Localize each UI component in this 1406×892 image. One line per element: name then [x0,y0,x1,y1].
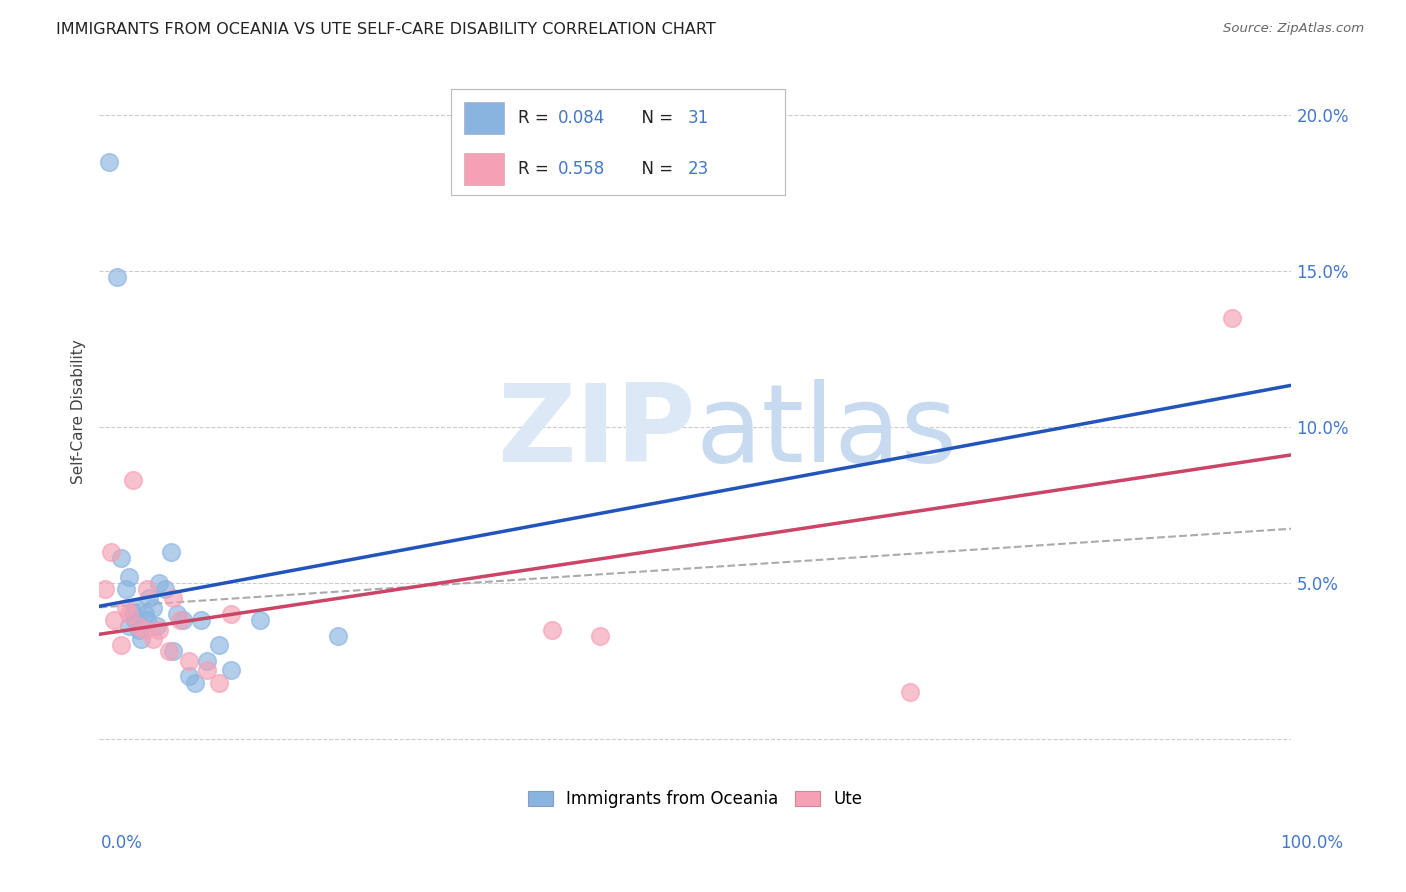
Point [195,654,218,668]
Point [166,607,188,621]
Point [148,623,170,637]
Point [118,607,141,621]
Point [177,654,200,668]
Point [110,550,132,565]
Point [249,613,271,627]
Point [103,613,125,627]
Point [134,623,156,637]
Point [326,629,349,643]
Point [121,473,143,487]
Point [169,613,191,627]
Point [124,613,146,627]
Point [127,613,149,627]
Text: 0.0%: 0.0% [101,834,143,852]
Point [153,582,176,596]
Point [118,619,141,633]
Point [589,629,612,643]
Point [219,607,242,621]
Point [136,582,159,596]
Point [124,600,146,615]
Point [162,591,184,606]
Point [138,591,160,606]
Point [148,575,170,590]
Point [134,607,156,621]
Point [219,663,242,677]
Point [127,619,149,633]
Point [184,675,207,690]
Point [541,623,564,637]
Point [105,270,128,285]
Text: atlas: atlas [696,379,957,485]
Point [1220,310,1243,325]
Point [114,582,136,596]
Point [195,663,218,677]
Point [208,638,231,652]
Point [94,582,117,596]
Point [142,632,165,646]
Point [898,685,921,699]
Point [128,623,150,637]
Point [145,619,167,633]
Legend: Immigrants from Oceania, Ute: Immigrants from Oceania, Ute [522,783,869,814]
Point [114,600,136,615]
Point [177,669,200,683]
Point [110,638,132,652]
Point [121,607,143,621]
Point [172,613,194,627]
Text: ZIP: ZIP [496,379,696,485]
Point [100,544,122,558]
Point [98,155,121,169]
Point [142,600,165,615]
Y-axis label: Self-Care Disability: Self-Care Disability [72,339,86,483]
Point [118,569,141,583]
Point [129,632,152,646]
Text: IMMIGRANTS FROM OCEANIA VS UTE SELF-CARE DISABILITY CORRELATION CHART: IMMIGRANTS FROM OCEANIA VS UTE SELF-CARE… [56,22,716,37]
Text: 100.0%: 100.0% [1279,834,1343,852]
Point [208,675,231,690]
Point [162,644,184,658]
Point [190,613,212,627]
Text: Source: ZipAtlas.com: Source: ZipAtlas.com [1223,22,1364,36]
Point [136,613,159,627]
Point [157,644,180,658]
Point [160,544,183,558]
